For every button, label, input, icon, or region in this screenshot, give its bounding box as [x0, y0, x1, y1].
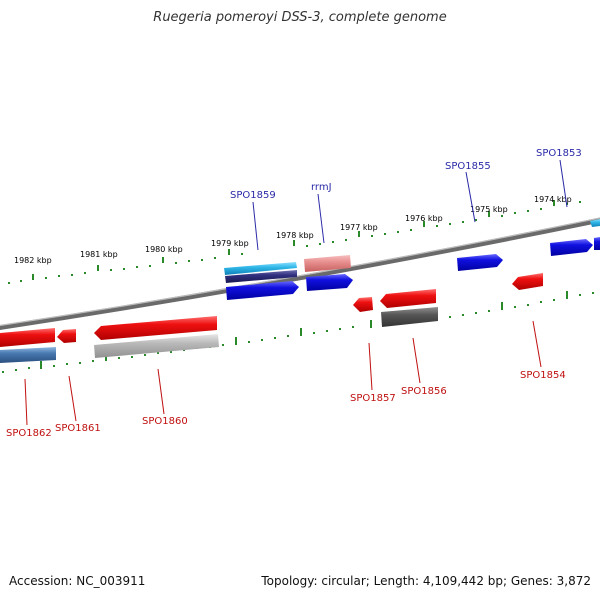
gene-feature-spo1859-navy[interactable] — [225, 270, 297, 283]
gene-feature-spo1856-dark[interactable] — [381, 307, 438, 327]
kbp-label: 1976 kbp — [405, 214, 443, 223]
kbp-label: 1975 kbp — [470, 205, 508, 214]
top-leader-lines — [252, 159, 568, 251]
gene-label-spo1857[interactable]: SPO1857 — [350, 393, 396, 404]
gene-feature-spo1862[interactable] — [0, 328, 55, 347]
kbp-label: 1982 kbp — [14, 256, 52, 265]
accession-text: Accession: NC_003911 — [9, 574, 146, 588]
gene-feature-spo1856[interactable] — [380, 289, 436, 308]
gene-feature-rrmj-pink[interactable] — [304, 255, 351, 272]
gene-feature-spo1860-gray[interactable] — [94, 334, 219, 358]
genome-backbone-highlight — [0, 217, 600, 327]
genome-summary-text: Topology: circular; Length: 4,109,442 bp… — [261, 574, 591, 588]
gene-label-spo1854[interactable]: SPO1854 — [520, 370, 566, 381]
gene-feature-spo1859[interactable] — [226, 281, 299, 300]
gene-feature-spo1857[interactable] — [353, 297, 373, 312]
gene-feature-spo1853-next[interactable] — [594, 237, 600, 250]
gene-label-spo1860[interactable]: SPO1860 — [142, 416, 188, 427]
gene-label-spo1862[interactable]: SPO1862 — [6, 428, 52, 439]
gene-label-spo1856[interactable]: SPO1856 — [401, 386, 447, 397]
gene-feature-spo1860[interactable] — [94, 316, 217, 340]
gene-label-spo1861[interactable]: SPO1861 — [55, 423, 101, 434]
gene-feature-edge-cyan[interactable] — [590, 219, 600, 227]
gene-feature-spo1859-cyan[interactable] — [224, 262, 297, 275]
lower-tick-row — [2, 291, 594, 373]
gene-feature-spo1854[interactable] — [512, 273, 543, 290]
gene-feature-rrmj[interactable] — [306, 274, 353, 291]
genome-title: Ruegeria pomeroyi DSS-3, complete genome — [153, 10, 447, 25]
genome-backbone — [0, 217, 600, 331]
gene-feature-spo1853[interactable] — [550, 239, 593, 256]
upper-tick-row — [8, 200, 581, 284]
gene-label-spo1859[interactable]: SPO1859 — [230, 190, 276, 201]
gene-label-rrmj[interactable]: rrmJ — [311, 182, 332, 193]
bottom-leader-lines — [24, 320, 542, 426]
gene-label-spo1853[interactable]: SPO1853 — [536, 148, 582, 159]
gene-feature-spo1861[interactable] — [57, 329, 76, 343]
kbp-label: 1979 kbp — [211, 239, 249, 248]
kbp-label: 1978 kbp — [276, 231, 314, 240]
gene-label-spo1855[interactable]: SPO1855 — [445, 161, 491, 172]
kbp-label: 1980 kbp — [145, 245, 183, 254]
kbp-label: 1981 kbp — [80, 250, 118, 259]
gene-feature-spo1862-steel[interactable] — [0, 347, 56, 363]
gene-feature-spo1855[interactable] — [457, 254, 503, 271]
kbp-label: 1977 kbp — [340, 223, 378, 232]
kbp-label: 1974 kbp — [534, 195, 572, 204]
